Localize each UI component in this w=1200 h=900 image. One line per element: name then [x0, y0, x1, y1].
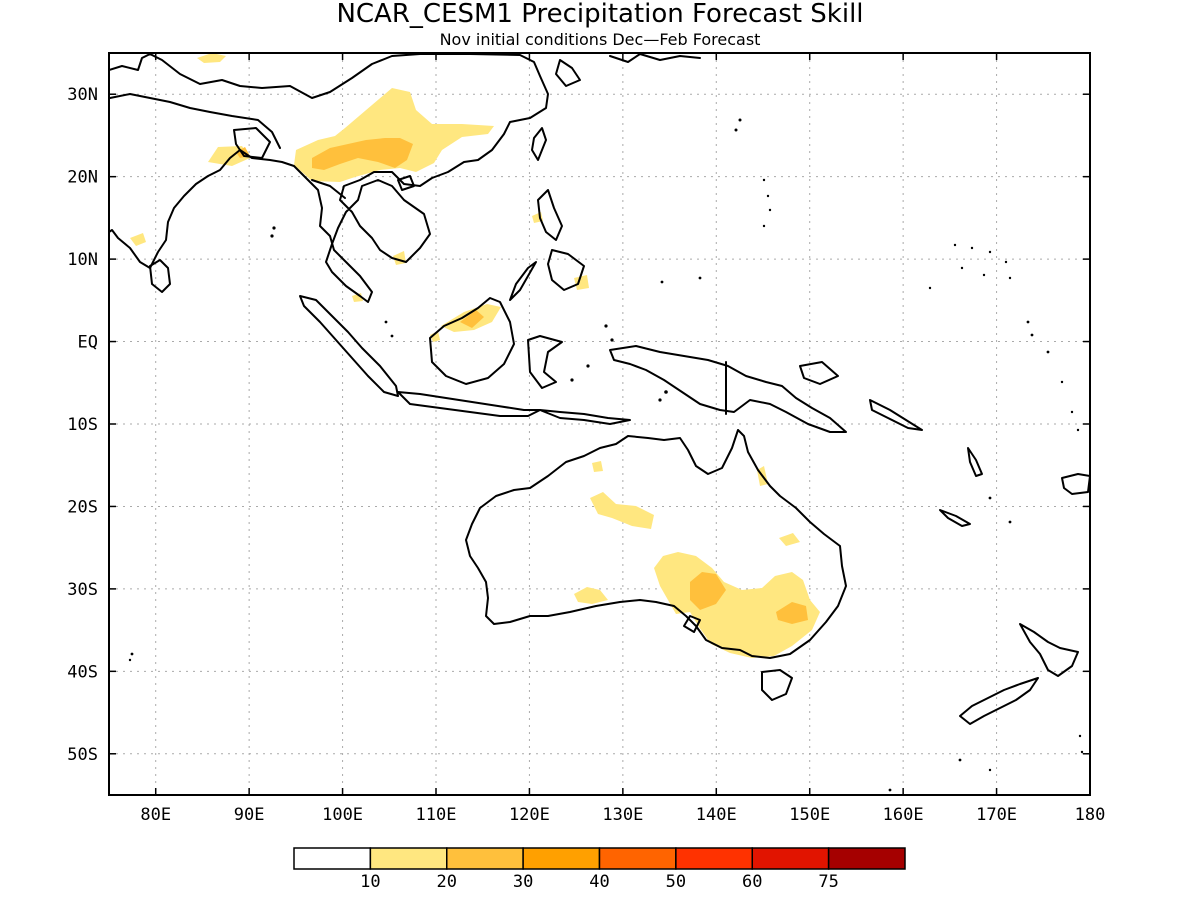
lat-tick-label: 20N: [67, 168, 98, 188]
lat-tick-label: 20S: [67, 497, 98, 517]
lon-tick-label: 110E: [416, 805, 457, 825]
lat-tick-label: 30N: [67, 85, 98, 105]
lon-tick-label: 170E: [976, 805, 1017, 825]
colorbar-swatch: [369, 847, 448, 870]
lon-tick-label: 150E: [789, 805, 830, 825]
colorbar-swatch: [827, 847, 906, 870]
lon-tick-label: 140E: [696, 805, 737, 825]
skill-shading-level-2: [236, 138, 808, 624]
lon-tick-label: 80E: [140, 805, 171, 825]
lat-tick-label: 40S: [67, 662, 98, 682]
small-islands: [128, 118, 1084, 792]
colorbar-swatch: [446, 847, 524, 870]
lon-tick-label: 90E: [234, 805, 265, 825]
colorbar-swatch: [751, 847, 830, 870]
lat-tick-label: 50S: [67, 745, 98, 765]
colorbar-label: 60: [742, 872, 762, 892]
colorbar: 10 20 30 40 50 60 75: [293, 847, 906, 892]
latitude-axis: 30N 20N 10N EQ 10S 20S 30S 40S 50S: [67, 85, 1090, 765]
lon-tick-label: 160E: [883, 805, 924, 825]
colorbar-label: 50: [666, 872, 686, 892]
lat-tick-label: 30S: [67, 580, 98, 600]
colorbar-label: 40: [589, 872, 609, 892]
colorbar-swatch: [598, 847, 677, 870]
colorbar-label: 20: [437, 872, 457, 892]
colorbar-label: 10: [360, 872, 380, 892]
colorbar-label: 30: [513, 872, 533, 892]
lon-tick-label: 120E: [509, 805, 550, 825]
lon-tick-label: 130E: [602, 805, 643, 825]
colorbar-label: 75: [818, 872, 838, 892]
map-title: NCAR_CESM1 Precipitation Forecast Skill: [336, 0, 863, 29]
colorbar-swatch: [522, 847, 601, 870]
lon-tick-label: 100E: [322, 805, 363, 825]
colorbar-swatch: [675, 847, 753, 870]
colorbar-swatch: [293, 847, 372, 870]
coastlines: [109, 53, 1090, 725]
longitude-axis: 80E 90E 100E 110E 120E 130E 140E 150E 160E 170E 18…: [140, 53, 1105, 825]
lat-tick-label: 10N: [67, 250, 98, 270]
map-subtitle: Nov initial conditions Dec—Feb Forecast: [440, 30, 761, 49]
lon-tick-label: 180: [1075, 805, 1106, 825]
lat-tick-label: EQ: [78, 333, 98, 353]
gridlines: [109, 53, 1090, 795]
lat-tick-label: 10S: [67, 415, 98, 435]
